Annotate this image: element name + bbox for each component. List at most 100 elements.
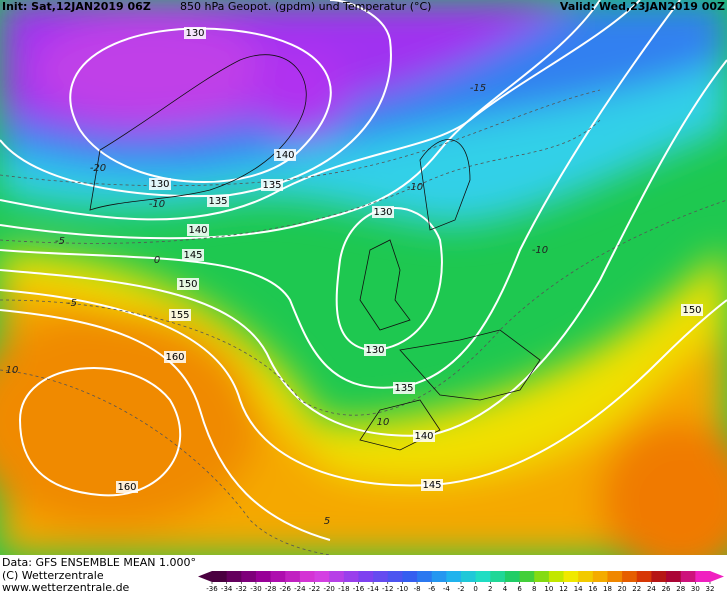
colorbar-label: -6	[428, 585, 436, 593]
temperature-label: 10	[6, 365, 19, 376]
label-bg	[274, 149, 296, 161]
colorbar-arrow	[710, 571, 724, 582]
label-bg	[421, 479, 443, 491]
website: www.wetterzentrale.de	[2, 581, 130, 593]
colorbar-label: -24	[294, 585, 306, 593]
colorbar-cell	[534, 571, 550, 582]
colorbar-cell	[270, 571, 286, 582]
colorbar-cell	[431, 571, 447, 582]
colorbar-label: -34	[221, 585, 233, 593]
temperature-label: 10	[377, 417, 390, 428]
colorbar-label: 12	[559, 585, 568, 593]
colorbar-cell	[680, 571, 696, 582]
colorbar-label: -26	[280, 585, 292, 593]
temperature-label: -20	[90, 163, 106, 174]
colorbar-label: 14	[574, 585, 583, 593]
colorbar-label: -28	[265, 585, 276, 593]
colorbar-cell	[255, 571, 272, 582]
colorbar-cell	[402, 571, 418, 582]
colorbar-cell	[212, 571, 228, 582]
temperature-label: -10	[149, 199, 165, 210]
label-bg	[261, 179, 283, 191]
colorbar-cell	[607, 571, 623, 582]
colorbar-cell	[563, 571, 579, 582]
colorbar-label: 32	[706, 585, 715, 593]
label-bg	[177, 278, 199, 290]
colorbar-label: -4	[443, 585, 451, 593]
colorbar-label: 20	[618, 585, 627, 593]
colorbar-cell	[622, 571, 638, 582]
temperature-label: -5	[55, 236, 65, 247]
geopotential-label: 130	[150, 179, 169, 190]
colorbar-cell	[387, 571, 403, 582]
temperature-label: -10	[407, 182, 423, 193]
colorbar-cell	[666, 571, 682, 582]
geopotential-label: 155	[170, 310, 189, 321]
label-bg	[149, 178, 171, 190]
colorbar-label: -8	[414, 585, 421, 593]
geopotential-label: 135	[208, 196, 227, 207]
colorbar-cell	[636, 571, 652, 582]
copyright: (C) Wetterzentrale	[2, 569, 104, 582]
colorbar-cell	[504, 571, 521, 582]
colorbar-label: 24	[647, 585, 656, 593]
geopotential-label: 140	[275, 150, 294, 161]
geopotential-label: 160	[117, 482, 136, 493]
colorbar-label: -18	[338, 585, 349, 593]
colorbar-label: 22	[632, 585, 641, 593]
colorbar-cell	[461, 571, 477, 582]
map	[0, 0, 727, 555]
geopotential-label: 140	[414, 431, 433, 442]
colorbar-cell	[343, 571, 359, 582]
colorbar-cell	[446, 571, 462, 582]
colorbar-label: -10	[397, 585, 408, 593]
colorbar-cell	[329, 571, 345, 582]
colorbar-cell	[519, 571, 535, 582]
colorbar-label: -12	[382, 585, 393, 593]
geopotential-label: 135	[262, 180, 281, 191]
colorbar-cell	[285, 571, 301, 582]
temperature-label: -10	[532, 245, 548, 256]
label-bg	[164, 351, 186, 363]
colorbar-label: 16	[588, 585, 597, 593]
colorbar-label: 2	[488, 585, 492, 593]
geopotential-label: 130	[185, 28, 204, 39]
colorbar-cell	[490, 571, 506, 582]
label-bg	[372, 206, 394, 218]
colorbar-label: 18	[603, 585, 612, 593]
colorbar-label: -14	[367, 585, 379, 593]
label-bg	[184, 27, 206, 39]
colorbar-label: -30	[250, 585, 261, 593]
header: Init: Sat,12JAN2019 06Z 850 hPa Geopot. …	[2, 0, 725, 13]
temperature-contours	[0, 89, 727, 555]
label-bg	[681, 304, 703, 316]
colorbar-label: -32	[236, 585, 247, 593]
geopotential-label: 150	[178, 279, 197, 290]
colorbar-label: -22	[309, 585, 320, 593]
colorbar-cell	[314, 571, 330, 582]
colorbar-label: -20	[323, 585, 334, 593]
label-bg	[413, 430, 435, 442]
colorbar: -36 -34 -32 -30 -28 -26 -24 -22 -20 -18 -16 -14 -12-…	[198, 571, 724, 593]
colorbar-cell	[241, 571, 257, 582]
colorbar-label: 8	[532, 585, 536, 593]
colorbar-label: 4	[503, 585, 508, 593]
temperature-label: 5	[324, 516, 330, 527]
colorbar-cell	[578, 571, 594, 582]
colorbar-label: -2	[458, 585, 465, 593]
contour-labels: 130 140 130 135 135 140 145 150 155 160 160 130 130 1…	[6, 27, 703, 527]
footer: Data: GFS ENSEMBLE MEAN 1.000° (C) Wette…	[2, 556, 196, 593]
colorbar-arrow	[198, 571, 212, 582]
coastlines	[89, 54, 541, 451]
label-bg	[187, 224, 209, 236]
geopotential-label: 130	[365, 345, 384, 356]
geopotential-label: 160	[165, 352, 184, 363]
colorbar-label: -16	[353, 585, 365, 593]
colorbar-label: 0	[473, 585, 477, 593]
colorbar-label: -36	[206, 585, 218, 593]
temperature-label: -15	[470, 83, 486, 94]
colorbar-cell	[592, 571, 608, 582]
map-title: 850 hPa Geopot. (gpdm) und Temperatur (°…	[180, 0, 431, 13]
label-bg	[182, 249, 204, 261]
